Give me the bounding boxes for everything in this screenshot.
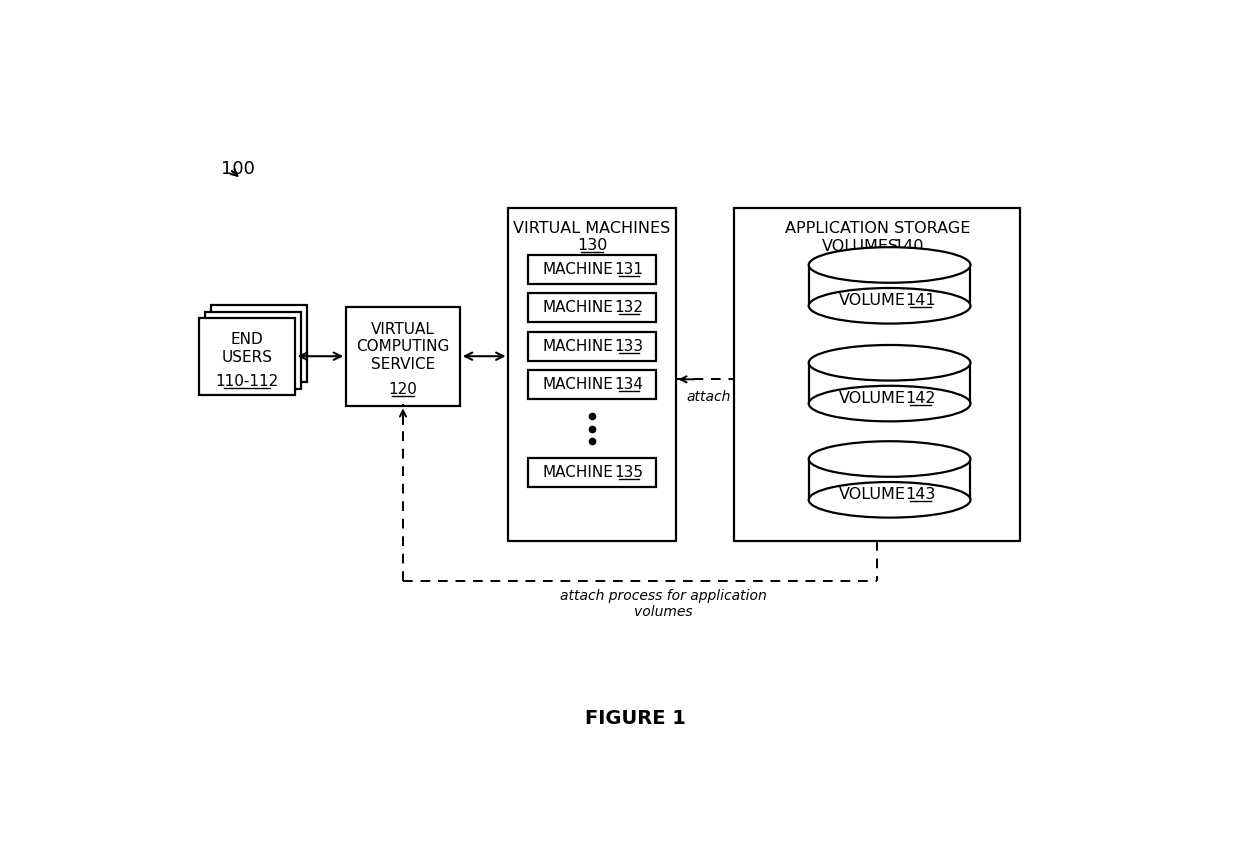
Text: FIGURE 1: FIGURE 1 — [585, 709, 686, 728]
Bar — [528, 458, 656, 487]
Text: APPLICATION STORAGE: APPLICATION STORAGE — [785, 221, 970, 236]
Bar — [508, 208, 676, 541]
Text: 131: 131 — [615, 262, 644, 277]
Bar — [346, 307, 460, 405]
Bar — [211, 306, 308, 382]
Text: VOLUME: VOLUME — [839, 294, 906, 308]
Text: 142: 142 — [905, 391, 936, 406]
Text: 143: 143 — [905, 488, 936, 502]
Ellipse shape — [808, 288, 971, 323]
Bar — [528, 293, 656, 323]
Bar — [734, 208, 1021, 541]
Bar — [528, 332, 656, 361]
Text: 135: 135 — [615, 465, 644, 480]
Bar — [205, 311, 301, 389]
Text: attach process for application
volumes: attach process for application volumes — [559, 589, 766, 619]
Text: 133: 133 — [614, 339, 644, 354]
Bar — [528, 370, 656, 399]
Text: 132: 132 — [615, 300, 644, 315]
Text: MACHINE: MACHINE — [543, 377, 614, 392]
Bar — [808, 265, 971, 306]
Bar — [198, 317, 295, 395]
Bar — [808, 363, 971, 403]
Text: END
USERS: END USERS — [221, 333, 272, 365]
Text: VIRTUAL
COMPUTING
SERVICE: VIRTUAL COMPUTING SERVICE — [356, 322, 450, 372]
Text: VOLUME: VOLUME — [839, 488, 906, 502]
Text: 110-112: 110-112 — [215, 374, 278, 389]
Text: VOLUMES: VOLUMES — [822, 239, 899, 254]
Text: MACHINE: MACHINE — [543, 465, 614, 480]
Text: 141: 141 — [905, 294, 936, 308]
Text: 134: 134 — [615, 377, 644, 392]
Text: MACHINE: MACHINE — [543, 300, 614, 315]
Bar — [808, 459, 971, 500]
Ellipse shape — [808, 482, 971, 517]
Text: 100: 100 — [221, 160, 255, 178]
Text: VOLUME: VOLUME — [839, 391, 906, 406]
Text: 120: 120 — [388, 382, 418, 397]
Text: MACHINE: MACHINE — [543, 339, 614, 354]
Text: 130: 130 — [577, 237, 608, 253]
Text: attach: attach — [687, 390, 730, 404]
Text: VIRTUAL MACHINES: VIRTUAL MACHINES — [513, 221, 671, 236]
Text: 140: 140 — [893, 239, 924, 254]
Ellipse shape — [808, 345, 971, 380]
Ellipse shape — [808, 441, 971, 477]
Ellipse shape — [808, 247, 971, 283]
Text: MACHINE: MACHINE — [543, 262, 614, 277]
Ellipse shape — [808, 386, 971, 421]
Bar — [528, 254, 656, 284]
